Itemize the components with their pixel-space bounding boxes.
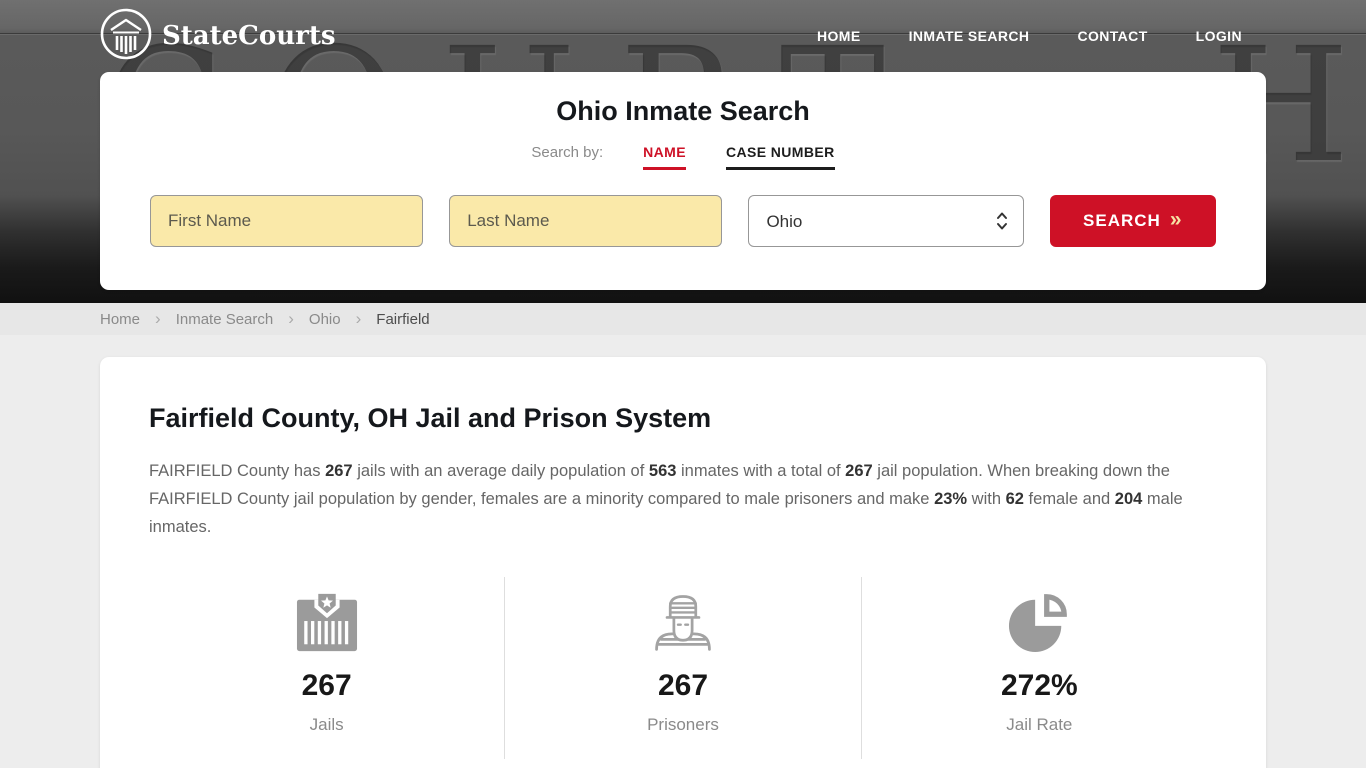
jail-rate-label: Jail Rate xyxy=(1006,715,1073,734)
state-select-wrap: Ohio xyxy=(748,195,1024,247)
state-select[interactable]: Ohio xyxy=(748,195,1024,247)
search-card-title: Ohio Inmate Search xyxy=(556,96,810,126)
search-by-label: Search by: xyxy=(531,144,604,161)
courthouse-logo-icon xyxy=(100,8,152,65)
jails-label: Jails xyxy=(309,715,344,734)
stat-jails: 267 Jails xyxy=(149,577,504,759)
search-tabs: Search by: NAME CASE NUMBER xyxy=(100,144,1266,170)
page-title: Fairfield County, OH Jail and Prison Sys… xyxy=(149,403,712,433)
first-name-input[interactable] xyxy=(150,195,424,247)
brand-name: StateCourts xyxy=(162,21,336,51)
search-form: Ohio SEARCH » xyxy=(150,195,1216,247)
jails-count: 267 xyxy=(301,669,352,702)
breadcrumb-fairfield: Fairfield xyxy=(376,310,430,328)
jail-building-icon xyxy=(296,591,358,653)
breadcrumb: Home › Inmate Search › Ohio › Fairfield xyxy=(0,303,1366,335)
pie-chart-icon xyxy=(1008,591,1070,653)
breadcrumb-separator-icon: › xyxy=(155,309,161,328)
last-name-input[interactable] xyxy=(449,195,723,247)
stat-prisoners: 267 Prisoners xyxy=(504,577,860,759)
breadcrumb-separator-icon: › xyxy=(288,309,294,328)
tab-name[interactable]: NAME xyxy=(643,144,686,170)
breadcrumb-home[interactable]: Home xyxy=(100,310,141,328)
stone-ledge-line xyxy=(0,33,1366,34)
stat-jail-rate: 272% Jail Rate xyxy=(860,577,1217,759)
nav-item-contact[interactable]: CONTACT xyxy=(1077,28,1148,44)
county-stats-row: 267 Jails xyxy=(149,577,1217,759)
nav-item-login[interactable]: LOGIN xyxy=(1195,28,1242,44)
brand-logo[interactable]: StateCourts xyxy=(100,8,335,65)
hero-header: COURT · HOUSE · StateCourts xyxy=(0,0,1366,303)
county-summary-paragraph: FAIRFIELD County has 267 jails with an a… xyxy=(149,462,1183,536)
prisoners-label: Prisoners xyxy=(647,715,719,734)
double-chevron-icon: » xyxy=(1169,208,1183,231)
breadcrumb-inmate-search[interactable]: Inmate Search xyxy=(175,310,274,328)
county-info-card: Fairfield County, OH Jail and Prison Sys… xyxy=(100,357,1266,768)
search-button-label: SEARCH xyxy=(1083,211,1161,230)
prisoner-icon xyxy=(652,591,714,653)
search-button[interactable]: SEARCH » xyxy=(1049,195,1216,247)
breadcrumb-separator-icon: › xyxy=(355,309,362,328)
nav-item-inmate-search[interactable]: INMATE SEARCH xyxy=(908,28,1030,44)
nav-menu: HOME INMATE SEARCH CONTACT LOGIN xyxy=(817,28,1242,44)
top-navbar: StateCourts HOME INMATE SEARCH CONTACT L… xyxy=(0,0,1366,72)
nav-item-home[interactable]: HOME xyxy=(817,28,861,44)
prisoners-count: 267 xyxy=(657,669,709,702)
tab-case-number[interactable]: CASE NUMBER xyxy=(725,144,835,170)
jail-rate-value: 272% xyxy=(1000,669,1078,702)
breadcrumb-ohio[interactable]: Ohio xyxy=(308,310,341,328)
inmate-search-card: Ohio Inmate Search Search by: NAME CASE … xyxy=(100,72,1266,290)
